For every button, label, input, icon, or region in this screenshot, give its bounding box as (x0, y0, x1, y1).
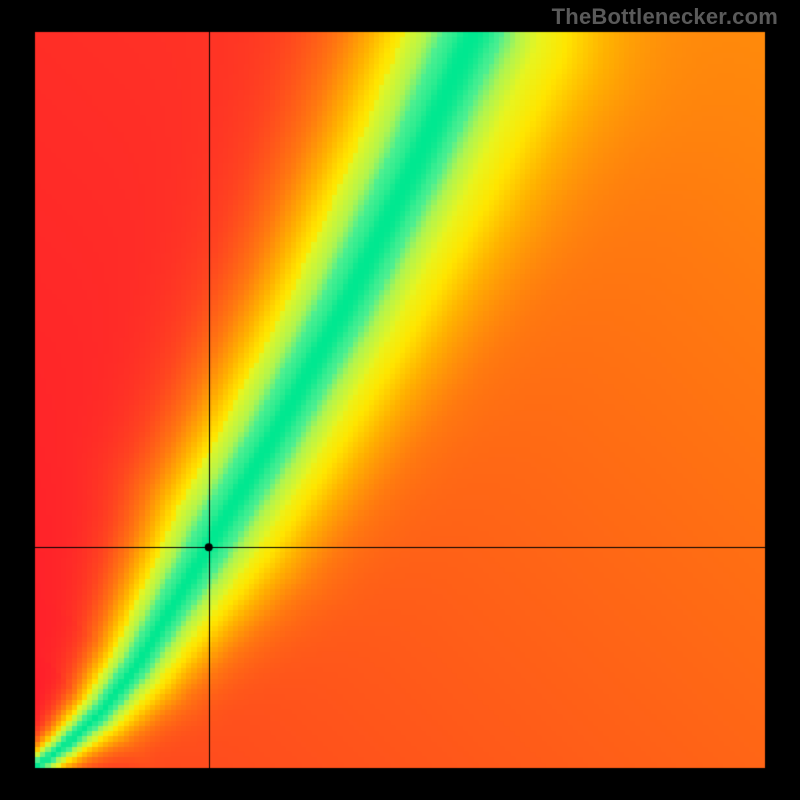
heatmap-canvas (0, 0, 800, 800)
watermark-label: TheBottlenecker.com (552, 4, 778, 30)
chart-container: TheBottlenecker.com (0, 0, 800, 800)
